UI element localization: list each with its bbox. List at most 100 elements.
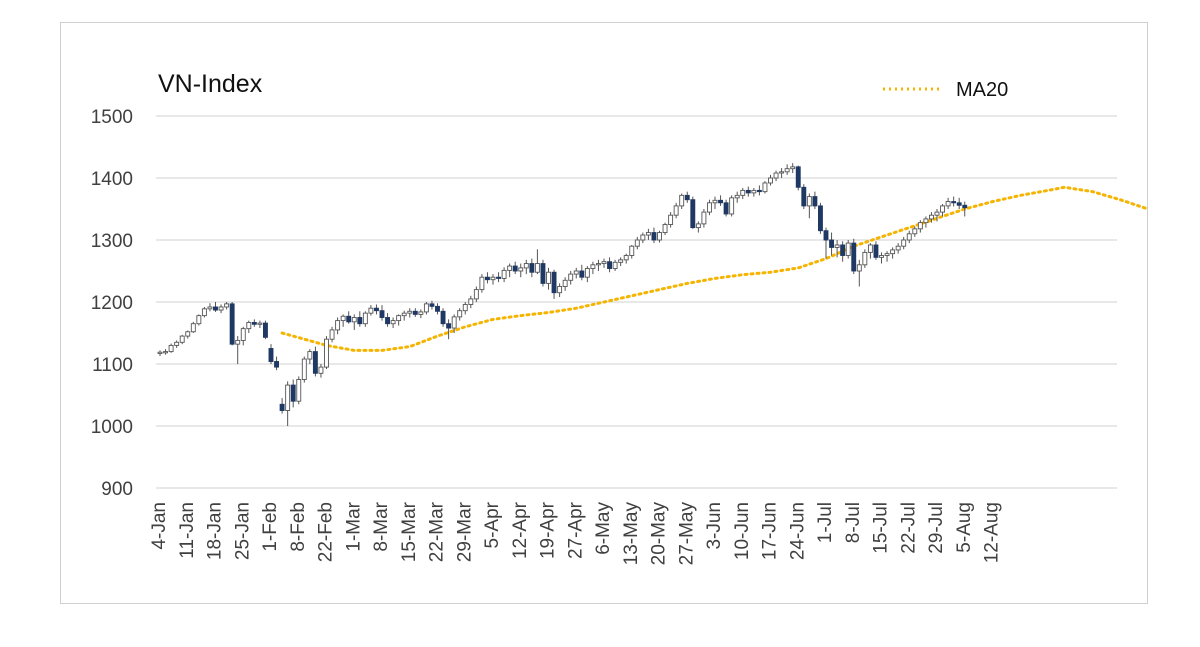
candle (274, 356, 280, 371)
candle-body (829, 239, 834, 248)
candle (773, 170, 779, 182)
x-tick-label: 27-Apr (565, 501, 586, 559)
candle (279, 398, 285, 414)
candle-body (584, 268, 590, 278)
candle (729, 195, 735, 217)
candle (301, 356, 307, 383)
y-tick-label: 1200 (91, 293, 133, 314)
candle (318, 364, 324, 378)
candle (862, 249, 868, 268)
candle-body (301, 358, 307, 380)
x-tick-label: 4-Jan (149, 502, 170, 550)
candle-body (657, 232, 662, 241)
candle-body (246, 322, 252, 330)
candle-body (856, 264, 862, 272)
candle-body (762, 182, 768, 193)
candle-body (673, 205, 679, 216)
candle-body (634, 239, 640, 247)
candle-body (468, 298, 474, 305)
candle-body (923, 218, 929, 224)
candle-body (540, 263, 546, 284)
candle (218, 304, 224, 314)
candle (851, 238, 857, 275)
candle-body (457, 310, 463, 318)
candle-body (429, 303, 435, 307)
candle-body (701, 211, 707, 225)
candle (285, 381, 291, 426)
candle-body (729, 197, 735, 215)
x-tick-label: 10-Jun (732, 502, 753, 560)
candle (645, 228, 651, 240)
candlestick-chart: 900 1000 1100 1200 1300 1400 1500 4-Jan 11-Jan 1… (91, 70, 1147, 565)
candle-body (490, 276, 496, 281)
candle (235, 336, 241, 364)
candle (324, 336, 329, 369)
x-tick-label: 18-Jan (205, 502, 226, 560)
candle-body (318, 366, 324, 374)
candle (262, 320, 268, 340)
candle-body (335, 320, 341, 331)
candle-body (435, 305, 440, 312)
x-tick-label: 22-Mar (427, 501, 448, 562)
candle (562, 277, 568, 291)
candle (573, 267, 579, 279)
x-tick-label: 25-Jan (232, 502, 253, 560)
candle-body (262, 322, 268, 338)
candles (157, 163, 968, 426)
x-tick-label: 15-Mar (399, 501, 420, 562)
x-tick-label: 8-Mar (371, 501, 392, 551)
x-tick-label: 8-Feb (288, 502, 309, 552)
candle-body (357, 317, 363, 325)
candle-body (707, 202, 712, 213)
candle (307, 349, 313, 364)
chart-frame: 900 1000 1100 1200 1300 1400 1500 4-Jan 11-Jan 1… (60, 22, 1148, 604)
candle-body (884, 253, 890, 256)
x-tick-label: 15-Jul (871, 502, 892, 554)
candle (429, 300, 435, 310)
candle-body (473, 289, 479, 300)
candle-body (862, 251, 868, 266)
x-tick-label: 24-Jun (787, 502, 808, 560)
candle (651, 227, 657, 244)
candle-body (390, 320, 396, 325)
candle (623, 253, 629, 264)
candle (168, 343, 174, 353)
legend: MA20 (883, 79, 1008, 101)
candle (379, 305, 385, 321)
candle-body (279, 403, 285, 411)
candle (512, 261, 518, 275)
candle-body (374, 307, 379, 312)
y-tick-label: 1500 (91, 107, 133, 128)
candle-body (790, 166, 796, 170)
candle-body (629, 245, 635, 256)
candle-body (523, 263, 529, 269)
y-tick-label: 900 (101, 479, 133, 500)
candle (496, 272, 501, 283)
candle-body (168, 344, 174, 353)
candle-body (640, 234, 646, 241)
candle (879, 252, 884, 264)
candle-body (163, 351, 169, 354)
candle-body (901, 239, 907, 247)
candle (390, 317, 396, 329)
candle-body (529, 263, 535, 273)
candle (251, 319, 257, 327)
candle-body (934, 211, 940, 216)
candle (718, 195, 723, 206)
candle-body (401, 312, 407, 317)
x-tick-label: 1-Mar (343, 501, 364, 551)
candle (207, 303, 213, 312)
x-tick-label: 29-Mar (454, 501, 475, 562)
candle (951, 196, 957, 207)
chart-title: VN-Index (158, 70, 263, 98)
candle (557, 283, 563, 298)
candle (662, 222, 668, 236)
candle-body (379, 310, 385, 318)
candle (867, 243, 873, 259)
candle-body (185, 331, 191, 337)
candle (196, 314, 202, 326)
candle (795, 165, 801, 191)
candle-body (818, 205, 823, 232)
candle (407, 308, 413, 318)
candle-body (823, 230, 829, 241)
